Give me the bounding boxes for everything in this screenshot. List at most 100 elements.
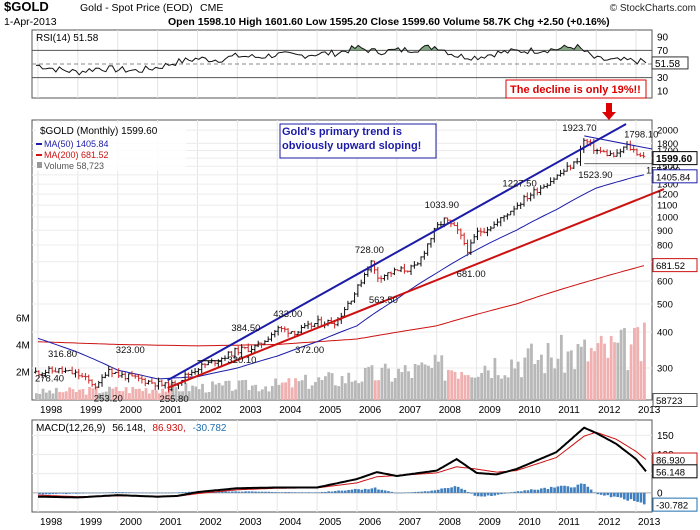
price-bar [539,185,543,196]
price-bar [243,346,247,350]
time-tick-2004: 2004 [279,405,302,416]
volume-bar [324,376,327,400]
macd-hist-bar [270,492,274,493]
volume-bar [134,388,138,400]
volume-bar [71,389,75,400]
price-bar [266,336,270,343]
price-bar [489,225,493,232]
macd-hist-bar [569,487,573,493]
macd-hist-bar [443,488,447,493]
time-tick-bottom-1998: 1998 [40,517,63,528]
time-tick-2008: 2008 [439,405,462,416]
volume-bar [417,365,420,400]
volume-bar [363,367,367,400]
volume-bar [619,329,623,400]
macd-hist-bar [54,492,58,494]
volume-bar [310,385,314,400]
volume-bar [486,370,490,400]
volume-bar [231,390,234,400]
macd-hist-bar [377,489,380,493]
annotation-decline-text: The decline is only 19%!! [510,84,641,96]
volume-bar [403,365,407,400]
volume-bar [181,391,184,400]
volume-bar [397,368,400,400]
macd-hist-bar [84,492,88,494]
macd-hist-bar [476,492,480,497]
macd-hist-bar [108,492,111,493]
price-bar [127,373,131,383]
volume-bar [44,392,48,400]
macd-hist-bar [350,489,354,493]
volume-bar [164,391,168,400]
price-bar [239,344,244,358]
time-tick-2007: 2007 [399,405,422,416]
price-bar [283,326,287,333]
price-bar [482,227,486,234]
macd-hist-bar [520,491,523,493]
volume-bar [506,377,510,400]
volume-bar [194,386,198,400]
volume-bar [373,380,377,400]
price-bar [206,360,210,366]
macd-hist-bar [154,492,158,494]
price-bar [269,332,274,342]
price-bar [416,262,420,266]
macd-hist-bar [174,492,178,494]
volume-bar [68,387,72,400]
macd-hist-bar [566,486,570,493]
price-bar [60,366,64,375]
volume-bar [54,387,58,400]
price-bar [87,374,91,384]
price-bar [110,367,114,378]
time-tick-bottom-2007: 2007 [399,517,422,528]
macd-tick-150: 150 [657,431,674,442]
price-bar [612,151,616,158]
macd-hist-bar [463,489,467,493]
volume-bar [596,343,600,400]
price-label: 1523.90 [578,170,612,181]
axis-flag-box [652,258,698,273]
macd-hist-bar [234,491,237,493]
macd-hist-bar [317,492,320,493]
volume-bar [260,389,264,400]
macd-hist-bar [516,491,520,493]
volume-bar [290,387,294,400]
volume-bar [420,362,424,400]
macd-hist-bar [606,492,610,496]
volume-bar [141,391,145,400]
volume-bar [184,383,188,400]
rsi-line [35,43,647,76]
price-bar [429,237,433,248]
volume-bar [559,334,563,400]
volume-bar [334,385,337,400]
volume-bar [111,388,115,400]
macd-hist-bar [533,489,536,493]
price-bar [233,347,237,360]
macd-hist-bar [446,488,450,493]
price-bar [77,368,81,380]
macd-hist-bar [393,492,397,494]
time-tick-bottom-2000: 2000 [120,517,143,528]
volume-bar [250,385,254,400]
macd-hist-bar [543,487,546,493]
volume-bar [516,361,520,400]
time-tick-bottom-1999: 1999 [80,517,103,528]
macd-hist-bar [549,486,553,493]
volume-bar [360,381,364,400]
price-bar [299,324,303,335]
volume-bar [433,354,437,400]
macd-hist-bar [510,492,513,493]
price-bar [236,346,240,356]
price-bar [273,329,277,338]
volume-bar [633,327,636,400]
macd-hist-bar [343,490,347,493]
macd-flag-box [652,497,698,512]
price-bar [519,202,523,209]
macd-hist-bar [456,486,460,493]
time-axis-bottom: 1998 1999 2000 2001 2002 2003 2004 2005 2006 2007… [40,517,661,528]
price-tick-2000: 2000 [657,126,678,137]
volume-bar [147,393,151,400]
volume-bar [121,391,125,400]
price-label: 1033.90 [425,200,459,211]
macd-hist-bar [287,492,291,493]
